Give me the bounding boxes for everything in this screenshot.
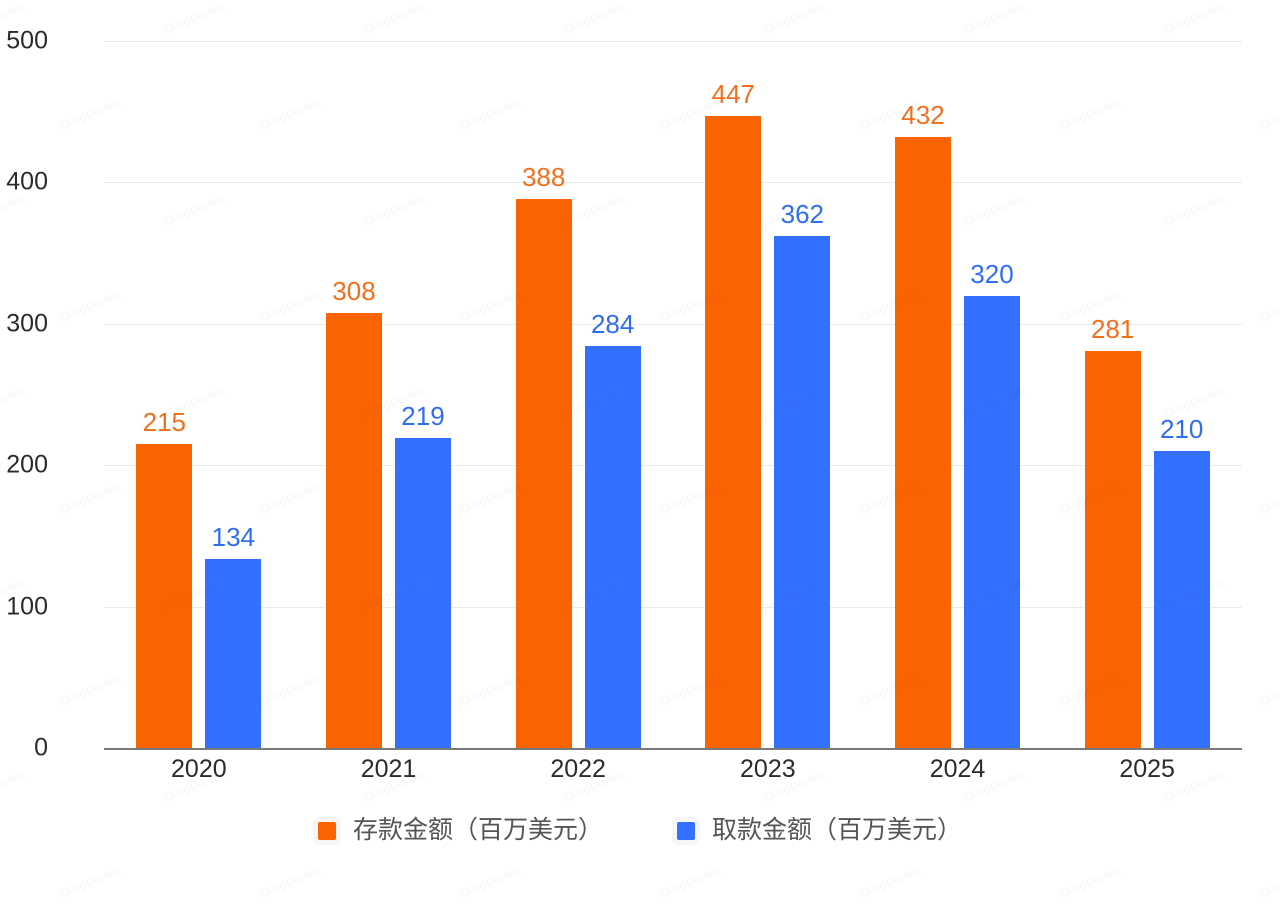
gridline bbox=[104, 182, 1242, 184]
bar-value-label: 362 bbox=[780, 199, 825, 230]
bar[interactable] bbox=[394, 438, 451, 748]
y-axis-tick-label: 0 bbox=[34, 733, 48, 762]
bar-group: 281 210 bbox=[1052, 41, 1242, 748]
gridline bbox=[104, 606, 1242, 608]
legend-item[interactable]: 取款金额（百万美元） bbox=[677, 818, 962, 843]
x-axis-tick-label: 2022 bbox=[550, 755, 606, 783]
x-axis: 2020 2021 2022 2023 2024 2025 bbox=[104, 757, 1242, 797]
x-axis-tick-label: 2024 bbox=[929, 755, 986, 783]
bar-group: 215 134 bbox=[104, 41, 294, 748]
bar[interactable] bbox=[1153, 451, 1210, 748]
bar-value-label: 134 bbox=[211, 521, 256, 552]
bar[interactable] bbox=[325, 312, 382, 748]
gridline bbox=[104, 41, 1242, 42]
bars-layer: 215 134 308 219 388 284 447 362 432 320 281 210 bbox=[104, 41, 1242, 748]
bar[interactable] bbox=[963, 295, 1020, 748]
y-axis-tick-label: 500 bbox=[6, 26, 48, 55]
bar-value-label: 320 bbox=[970, 258, 1014, 289]
y-axis-tick-label: 400 bbox=[6, 167, 48, 196]
bar-value-label: 308 bbox=[332, 275, 376, 306]
blue-square-swatch bbox=[677, 821, 695, 840]
bar[interactable] bbox=[584, 346, 641, 748]
bar[interactable] bbox=[1084, 350, 1141, 748]
legend-label: 存款金额（百万美元） bbox=[352, 816, 603, 844]
bar-group: 447 362 bbox=[673, 41, 863, 748]
bar[interactable] bbox=[774, 236, 831, 748]
bar-value-label: 281 bbox=[1090, 313, 1135, 344]
bar[interactable] bbox=[894, 137, 951, 748]
x-axis-tick-label: 2023 bbox=[740, 755, 796, 783]
orange-square-swatch bbox=[317, 821, 336, 840]
bar-value-label: 432 bbox=[901, 100, 945, 131]
x-axis-baseline bbox=[104, 748, 1242, 750]
bar-group: 308 219 bbox=[294, 41, 484, 748]
chart-legend: 存款金额（百万美元） 取款金额（百万美元） bbox=[0, 818, 1280, 843]
bar-value-label: 284 bbox=[590, 309, 635, 340]
bar[interactable] bbox=[136, 444, 193, 748]
legend-label: 取款金额（百万美元） bbox=[712, 816, 963, 844]
bar-value-label: 388 bbox=[521, 162, 566, 193]
gridline bbox=[104, 465, 1242, 467]
x-axis-tick-label: 2025 bbox=[1119, 755, 1175, 783]
legend-item[interactable]: 存款金额（百万美元） bbox=[317, 816, 603, 844]
gridline bbox=[104, 323, 1242, 325]
y-axis-tick-label: 200 bbox=[6, 450, 48, 479]
plot-area: 0 100 200 300 400 500 bbox=[6, 28, 1242, 760]
x-axis-tick-label: 2020 bbox=[171, 755, 227, 783]
bar[interactable] bbox=[515, 199, 572, 748]
bar-group: 388 284 bbox=[483, 41, 673, 748]
y-axis-tick-label: 300 bbox=[6, 309, 48, 338]
bar-group: 432 320 bbox=[863, 41, 1053, 748]
bar-value-label: 215 bbox=[142, 407, 187, 437]
bar[interactable] bbox=[705, 115, 762, 748]
bar-value-label: 210 bbox=[1159, 414, 1204, 445]
bar[interactable] bbox=[205, 558, 262, 748]
bar-value-label: 219 bbox=[401, 401, 445, 432]
x-axis-tick-label: 2021 bbox=[360, 755, 417, 783]
y-axis-tick-label: 100 bbox=[6, 592, 48, 621]
bar-value-label: 447 bbox=[711, 78, 756, 109]
